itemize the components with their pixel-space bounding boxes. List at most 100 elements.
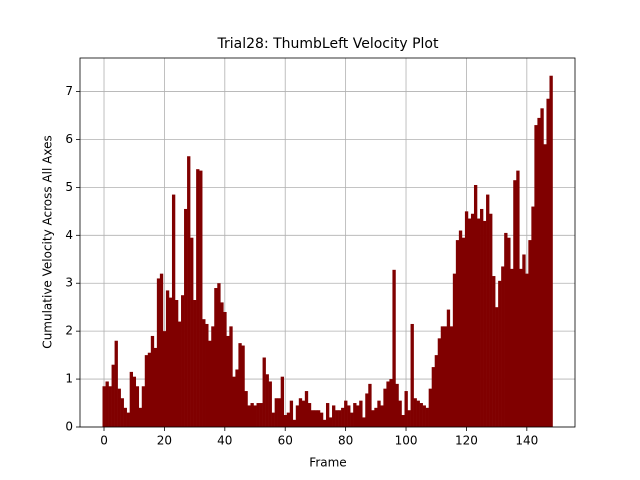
bar <box>153 347 158 427</box>
y-tick-label: 6 <box>65 132 73 146</box>
bar <box>329 417 333 427</box>
bar <box>144 355 149 427</box>
bar <box>510 268 514 427</box>
bar <box>226 335 230 427</box>
bar <box>455 240 460 427</box>
y-axis-label: Cumulative Velocity Across All Axes <box>41 135 55 348</box>
bar <box>105 381 109 427</box>
bar <box>280 376 285 427</box>
bar <box>190 237 194 427</box>
bar <box>377 400 381 427</box>
bar <box>289 400 294 427</box>
bar <box>108 386 112 427</box>
bar <box>437 338 442 427</box>
bar <box>135 386 140 427</box>
bar <box>386 381 390 427</box>
bar <box>359 400 363 427</box>
bar <box>398 400 402 427</box>
x-tick-label: 100 <box>395 434 418 448</box>
bar <box>365 393 369 427</box>
bar <box>350 412 354 427</box>
bar <box>313 410 318 427</box>
bar <box>519 268 523 427</box>
x-tick-label: 0 <box>100 434 108 448</box>
bar <box>174 300 179 427</box>
bar <box>250 403 254 427</box>
y-tick-label: 3 <box>65 276 73 290</box>
x-tick-label: 40 <box>217 434 232 448</box>
bar <box>129 371 134 427</box>
bar <box>407 410 411 427</box>
bar <box>147 352 152 427</box>
x-tick-label: 20 <box>157 434 172 448</box>
bar <box>138 407 143 427</box>
bar <box>374 407 378 427</box>
bar <box>229 326 233 427</box>
bar <box>513 180 517 427</box>
bar <box>413 398 417 427</box>
x-tick-label: 60 <box>278 434 293 448</box>
bar <box>516 170 520 427</box>
bar <box>501 266 505 427</box>
bar <box>232 376 236 427</box>
bar <box>458 230 463 427</box>
bar <box>476 218 481 427</box>
y-tick-label: 4 <box>65 228 73 242</box>
bar <box>483 220 487 427</box>
bar <box>265 374 269 427</box>
bar <box>141 386 146 427</box>
bar <box>325 403 330 427</box>
bar <box>504 232 508 427</box>
bar <box>298 398 303 427</box>
bar <box>353 403 357 427</box>
bar <box>467 218 472 427</box>
bar <box>434 355 439 427</box>
bar <box>495 307 499 427</box>
bar <box>102 386 106 427</box>
bar <box>356 405 360 427</box>
y-tick-label: 0 <box>65 420 73 434</box>
bar <box>362 417 366 427</box>
bar <box>223 311 227 427</box>
bar <box>256 403 260 427</box>
bar <box>392 269 396 427</box>
x-tick-label: 140 <box>515 434 538 448</box>
bar <box>310 410 315 427</box>
bar <box>259 403 263 427</box>
bar <box>208 340 212 427</box>
bar <box>162 331 167 427</box>
bar <box>422 405 426 427</box>
bar <box>492 276 496 427</box>
bar <box>126 412 130 427</box>
bar <box>196 169 200 428</box>
bar <box>546 98 550 427</box>
bar <box>159 273 164 427</box>
bar <box>531 206 535 427</box>
bar <box>383 388 387 427</box>
bar <box>217 283 221 427</box>
bar <box>428 388 432 427</box>
y-tick-label: 1 <box>65 372 73 386</box>
bar <box>286 412 291 427</box>
bar <box>446 309 451 427</box>
bar <box>165 290 170 427</box>
x-axis-label: Frame <box>309 456 346 470</box>
bar <box>473 184 478 427</box>
bar <box>316 410 321 427</box>
bar <box>389 379 393 427</box>
bar <box>205 323 209 427</box>
bar <box>443 326 448 427</box>
bar <box>253 405 257 427</box>
bar <box>486 194 490 427</box>
bar <box>283 415 288 427</box>
bar <box>347 405 351 427</box>
bar <box>301 400 306 427</box>
bar <box>440 326 445 427</box>
bar <box>211 326 215 427</box>
bar <box>111 364 115 427</box>
bar <box>431 367 436 427</box>
bar <box>540 108 544 428</box>
bar <box>335 410 339 427</box>
x-tick-label: 120 <box>455 434 478 448</box>
